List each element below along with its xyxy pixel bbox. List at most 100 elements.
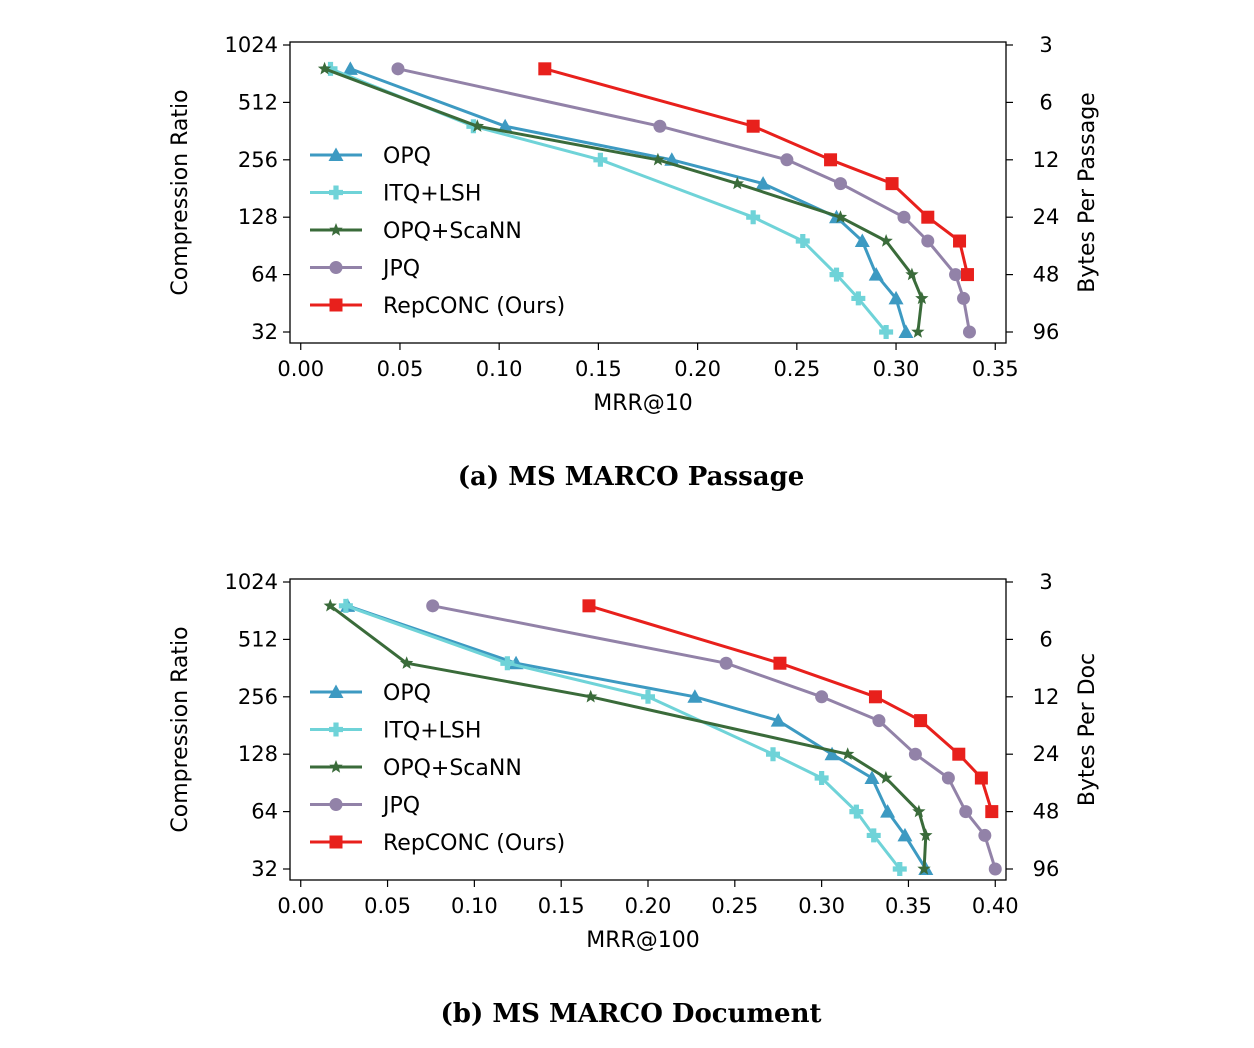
x-tick-label: 0.30: [873, 357, 920, 381]
data-point: [911, 325, 925, 338]
y-right-tick-label: 24: [1033, 205, 1060, 229]
data-point: [919, 828, 933, 842]
data-point: [746, 210, 761, 225]
y-tick-label: 1024: [225, 33, 278, 57]
x-tick-label: 0.25: [773, 357, 820, 381]
data-point: [829, 267, 844, 282]
data-point: [391, 62, 405, 76]
y-tick-label: 512: [238, 90, 278, 114]
y-right-tick-label: 48: [1033, 263, 1060, 287]
data-point: [687, 689, 703, 703]
data-point: [898, 324, 914, 338]
x-tick-label: 0.35: [972, 357, 1019, 381]
x-tick-label: 0.15: [575, 357, 622, 381]
data-point: [888, 290, 904, 305]
data-point: [879, 234, 893, 247]
series-itq-lsh: [338, 598, 907, 876]
data-point: [914, 714, 928, 728]
legend-marker: [329, 223, 343, 236]
x-axis-label: MRR@100: [586, 928, 700, 953]
y-tick-label: 32: [251, 857, 278, 881]
x-tick-label: 0.20: [625, 894, 672, 918]
data-point: [746, 119, 760, 133]
legend-label: OPQ+ScaNN: [383, 219, 522, 244]
data-point: [730, 176, 744, 190]
data-point: [317, 61, 332, 75]
data-point: [500, 656, 515, 671]
series-line: [345, 604, 901, 870]
data-point: [868, 267, 884, 281]
legend: OPQ ITQ+LSH OPQ+ScaNN JPQ RepCONC (Ours): [310, 144, 565, 319]
legend-marker: [329, 298, 343, 312]
data-point: [897, 827, 913, 842]
data-point: [795, 234, 810, 249]
data-point: [868, 690, 882, 704]
y-right-tick-label: 96: [1033, 320, 1060, 344]
data-point: [880, 804, 896, 818]
data-point: [841, 747, 855, 760]
legend-label: ITQ+LSH: [383, 719, 481, 744]
data-point: [854, 233, 870, 248]
data-point: [815, 690, 829, 704]
y-right-tick-label: 6: [1039, 90, 1052, 114]
data-point: [653, 119, 667, 133]
x-tick-label: 0.25: [711, 894, 758, 918]
y-tick-label: 512: [238, 627, 278, 651]
data-point: [960, 268, 974, 282]
y-axis-label: Compression Ratio: [168, 89, 193, 295]
legend-label: RepCONC (Ours): [383, 831, 565, 856]
x-tick-label: 0.20: [674, 357, 721, 381]
x-tick-label: 0.40: [972, 894, 1019, 918]
data-point: [985, 805, 999, 819]
data-point: [497, 118, 513, 133]
series-line: [544, 67, 969, 275]
data-point: [915, 291, 929, 305]
data-point: [814, 771, 829, 786]
y-tick-label: 1024: [225, 570, 278, 594]
legend-marker: [329, 185, 343, 200]
legend-label: ITQ+LSH: [383, 182, 481, 207]
series-repconc-ours-: [582, 599, 999, 819]
data-point: [719, 656, 733, 670]
y-tick-label: 128: [238, 205, 278, 229]
data-point: [872, 714, 886, 728]
data-point: [866, 828, 881, 843]
data-point: [864, 770, 880, 785]
y-right-tick-label: 12: [1033, 685, 1060, 709]
y-right-tick-label: 3: [1039, 33, 1052, 57]
x-tick-label: 0.00: [277, 357, 324, 381]
legend-label: JPQ: [381, 794, 420, 819]
y-tick-label: 32: [251, 320, 278, 344]
data-point: [959, 805, 973, 819]
y-right-tick-label: 12: [1033, 148, 1060, 172]
data-point: [949, 268, 963, 282]
chart-panel-document: 0.00 0.05 0.10 0.15 0.20 0.25 0.30 0.35 0.40 1024…: [168, 570, 1100, 1029]
legend: OPQ ITQ+LSH OPQ+ScaNN JPQ RepCONC (Ours): [310, 681, 565, 856]
data-point: [917, 862, 931, 875]
data-point: [892, 862, 907, 876]
data-point: [851, 291, 866, 306]
y-right-axis-label: Bytes Per Passage: [1075, 92, 1100, 292]
data-point: [773, 656, 787, 670]
data-point: [941, 771, 955, 785]
data-point: [879, 771, 893, 784]
x-tick-label: 0.35: [885, 894, 932, 918]
data-point: [833, 210, 848, 223]
figure-caption: (b) MS MARCO Document: [441, 999, 822, 1029]
y-right-axis-label: Bytes Per Doc: [1075, 653, 1100, 806]
data-point: [426, 599, 440, 613]
legend-label: JPQ: [381, 257, 420, 282]
data-point: [824, 746, 840, 761]
x-tick-label: 0.30: [798, 894, 845, 918]
data-point: [766, 747, 781, 762]
data-point: [988, 862, 1002, 876]
y-right-tick-label: 6: [1039, 627, 1052, 651]
data-point: [912, 804, 926, 818]
data-point: [905, 267, 919, 281]
data-point: [651, 152, 665, 166]
data-point: [974, 771, 988, 785]
data-point: [885, 177, 899, 191]
figure-caption: (a) MS MARCO Passage: [458, 462, 805, 492]
legend-label: OPQ: [383, 144, 431, 169]
